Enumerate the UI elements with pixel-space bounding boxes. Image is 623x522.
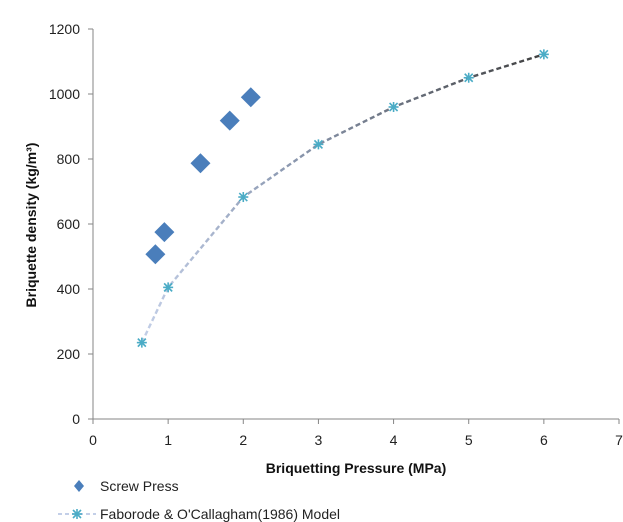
y-tick-label: 600 xyxy=(57,216,81,232)
series-marks xyxy=(136,49,549,348)
model-point-stroke xyxy=(163,282,173,292)
model-point xyxy=(463,72,474,83)
screw-press-point xyxy=(154,222,175,243)
axes xyxy=(92,29,619,420)
y-axis-title: Briquette density (kg/m³) xyxy=(23,143,39,308)
x-tick-label: 6 xyxy=(540,432,548,448)
model-point-stroke xyxy=(238,192,248,202)
model-series-line xyxy=(140,53,545,344)
screw-press-point xyxy=(190,153,211,174)
x-tick-label: 0 xyxy=(89,432,97,448)
y-tick-label: 200 xyxy=(57,346,81,362)
y-tick-label: 400 xyxy=(57,281,81,297)
legend: Screw Press Faborode & O'Callagham(1986)… xyxy=(58,478,340,522)
y-axis-ticks: 0 200 400 600 800 1000 1200 xyxy=(49,21,93,427)
model-point-stroke xyxy=(539,49,549,59)
screw-press-point xyxy=(145,244,166,265)
model-point xyxy=(163,282,174,293)
x-axis-ticks: 0 1 2 3 4 5 6 7 xyxy=(89,419,623,448)
series-lines xyxy=(140,53,545,344)
x-tick-label: 7 xyxy=(615,432,623,448)
x-tick-label: 4 xyxy=(390,432,398,448)
x-tick-label: 3 xyxy=(315,432,323,448)
legend-label-screw-press: Screw Press xyxy=(100,478,179,494)
x-tick-label: 2 xyxy=(239,432,247,448)
model-point xyxy=(388,102,399,112)
y-tick-label: 1000 xyxy=(49,86,80,102)
screw-press-point xyxy=(240,87,261,108)
model-point-stroke xyxy=(389,102,399,112)
x-axis-title: Briquetting Pressure (MPa) xyxy=(266,460,446,476)
legend-marker-screw-press xyxy=(74,480,84,492)
x-tick-label: 1 xyxy=(164,432,172,448)
x-tick-label: 5 xyxy=(465,432,473,448)
y-tick-label: 1200 xyxy=(49,21,80,37)
screw-press-point xyxy=(219,110,240,131)
model-point xyxy=(136,337,147,348)
legend-marker-model xyxy=(72,509,82,519)
model-point-stroke xyxy=(464,73,474,83)
model-point xyxy=(313,139,324,150)
model-point xyxy=(538,49,549,60)
model-point-stroke xyxy=(137,338,147,348)
model-point-stroke xyxy=(313,139,323,149)
y-tick-label: 0 xyxy=(72,411,80,427)
legend-label-model: Faborode & O'Callagham(1986) Model xyxy=(100,506,340,522)
y-tick-label: 800 xyxy=(57,151,81,167)
model-point xyxy=(238,192,249,203)
